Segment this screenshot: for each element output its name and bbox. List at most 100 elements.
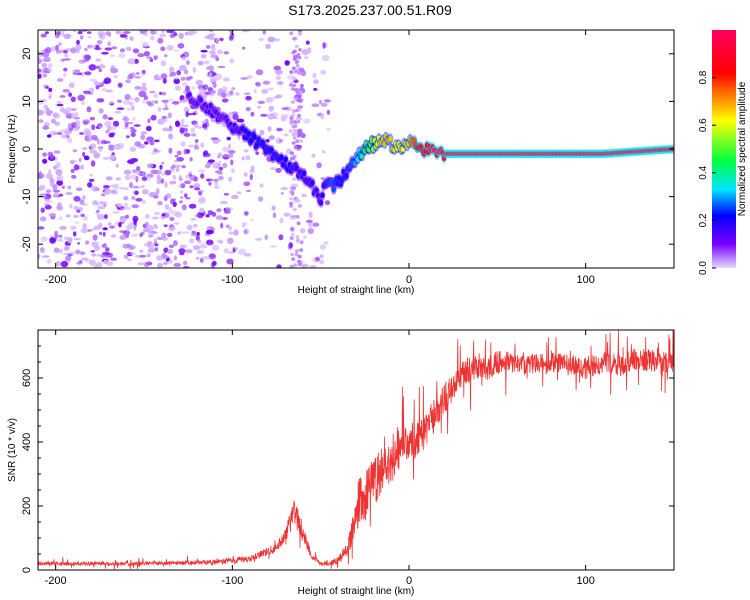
spectrogram-noise-blob <box>97 138 100 145</box>
spectrogram-noise-blob <box>105 247 110 252</box>
spectrogram-noise-blob <box>119 187 126 190</box>
spectrogram-noise-blob <box>326 109 330 115</box>
spectrogram-noise-blob <box>203 150 209 156</box>
spectrogram-noise-blob <box>283 212 291 217</box>
spectrogram-noise-blob <box>136 166 141 172</box>
spectrogram-noise-blob <box>168 133 174 140</box>
spectrogram-noise-blob <box>154 212 160 215</box>
spectrogram-noise-blob <box>229 153 234 158</box>
spectrogram-noise-blob <box>297 105 304 109</box>
spectrogram-x-tick-label: -200 <box>45 274 67 286</box>
spectrogram-noise-blob <box>134 141 142 147</box>
spectrogram-noise-blob <box>141 72 146 76</box>
spectrogram-noise-blob <box>200 49 208 53</box>
spectrogram-signal-point <box>310 179 315 186</box>
spectrogram-noise-blob <box>278 234 284 241</box>
spectrogram-noise-blob <box>218 139 222 142</box>
spectrogram-noise-blob <box>312 73 317 79</box>
spectrogram-noise-blob <box>188 203 197 209</box>
spectrogram-noise-blob <box>67 253 73 257</box>
spectrogram-noise-blob <box>80 213 85 218</box>
spectrogram-noise-blob <box>89 143 97 150</box>
spectrogram-noise-blob <box>40 247 46 254</box>
spectrogram-noise-blob <box>54 121 61 126</box>
spectrogram-signal-point <box>252 134 257 140</box>
spectrogram-noise-blob <box>293 263 298 268</box>
spectrogram-noise-blob <box>105 31 112 36</box>
spectrogram-noise-blob <box>215 215 224 220</box>
spectrogram-noise-blob <box>177 43 185 49</box>
spectrogram-noise-blob <box>188 76 193 80</box>
snr-line <box>38 330 674 570</box>
spectrogram-noise-blob <box>207 159 215 163</box>
spectrogram-noise-blob <box>129 246 135 251</box>
spectrogram-noise-blob <box>51 45 56 52</box>
spectrogram-noise-blob <box>278 139 284 143</box>
spectrogram-noise-blob <box>304 56 309 59</box>
spectrogram-noise-blob <box>44 203 50 206</box>
spectrogram-noise-blob <box>291 187 296 191</box>
spectrogram-noise-blob <box>63 33 71 40</box>
spectrogram-noise-blob <box>125 46 132 51</box>
spectrogram-noise-blob <box>267 36 276 43</box>
spectrogram-noise-blob <box>307 221 314 228</box>
spectrogram-noise-blob <box>176 169 180 172</box>
spectrogram-noise-blob <box>126 135 130 139</box>
spectrogram-noise-blob <box>265 43 271 50</box>
spectrogram-noise-blob <box>79 35 84 40</box>
spectrogram-noise-blob <box>159 91 163 95</box>
spectrogram-noise-blob <box>49 177 55 183</box>
spectrogram-noise-blob <box>176 157 184 162</box>
spectrogram-signal-point <box>198 97 204 104</box>
spectrogram-noise-blob <box>178 175 182 181</box>
spectrogram-noise-blob <box>157 37 164 44</box>
spectrogram-noise-blob <box>153 55 158 61</box>
spectrogram-noise-blob <box>140 134 146 140</box>
spectrogram-noise-blob <box>53 150 61 154</box>
spectrogram-noise-blob <box>292 207 297 212</box>
spectrogram-noise-blob <box>109 225 115 229</box>
snr-y-tick-label: 200 <box>21 497 33 515</box>
spectrogram-noise-blob <box>110 189 117 194</box>
spectrogram-noise-blob <box>250 218 254 222</box>
spectrogram-noise-blob <box>267 87 274 91</box>
spectrogram-noise-blob <box>140 131 148 135</box>
spectrogram-noise-blob <box>168 66 175 73</box>
spectrogram-noise-blob <box>55 169 63 176</box>
spectrogram-noise-blob <box>98 147 103 153</box>
spectrogram-noise-blob <box>110 257 117 261</box>
spectrogram-noise-blob <box>228 231 235 235</box>
snr-y-tick-label: 0 <box>21 567 33 573</box>
spectrogram-noise-blob <box>192 112 196 116</box>
spectrogram-noise-blob <box>164 100 168 106</box>
spectrogram-noise-blob <box>181 56 186 61</box>
spectrogram-noise-blob <box>101 51 109 55</box>
spectrogram-y-tick-label: 0 <box>21 146 33 152</box>
spectrogram-noise-blob <box>157 106 162 112</box>
spectrogram-noise-blob <box>324 99 331 103</box>
spectrogram-noise-blob <box>109 100 114 104</box>
spectrogram-noise-blob <box>294 249 299 253</box>
spectrogram-noise-blob <box>177 231 182 235</box>
spectrogram-noise-blob <box>271 205 276 211</box>
spectrogram-noise-blob <box>214 182 219 186</box>
spectrogram-noise-blob <box>42 158 48 164</box>
spectrogram-noise-blob <box>58 129 66 133</box>
spectrogram-noise-blob <box>161 236 168 241</box>
spectrogram-noise-blob <box>230 159 234 166</box>
spectrogram-noise-blob <box>114 110 122 114</box>
spectrogram-noise-blob <box>187 30 195 36</box>
spectrogram-noise-blob <box>253 88 257 94</box>
spectrogram-noise-blob <box>319 244 326 251</box>
spectrogram-noise-blob <box>161 232 167 238</box>
spectrogram-noise-blob <box>131 169 138 174</box>
spectrogram-noise-blob <box>62 89 70 93</box>
spectrogram-noise-blob <box>275 168 282 173</box>
spectrogram-noise-blob <box>291 257 296 261</box>
spectrogram-noise-blob <box>320 102 328 107</box>
spectrogram-noise-blob <box>296 134 301 138</box>
spectrogram-noise-blob <box>183 106 189 112</box>
spectrogram-y-tick-label: 10 <box>21 95 33 107</box>
spectrogram-noise-blob <box>255 81 261 87</box>
spectrogram-noise-blob <box>159 164 163 170</box>
